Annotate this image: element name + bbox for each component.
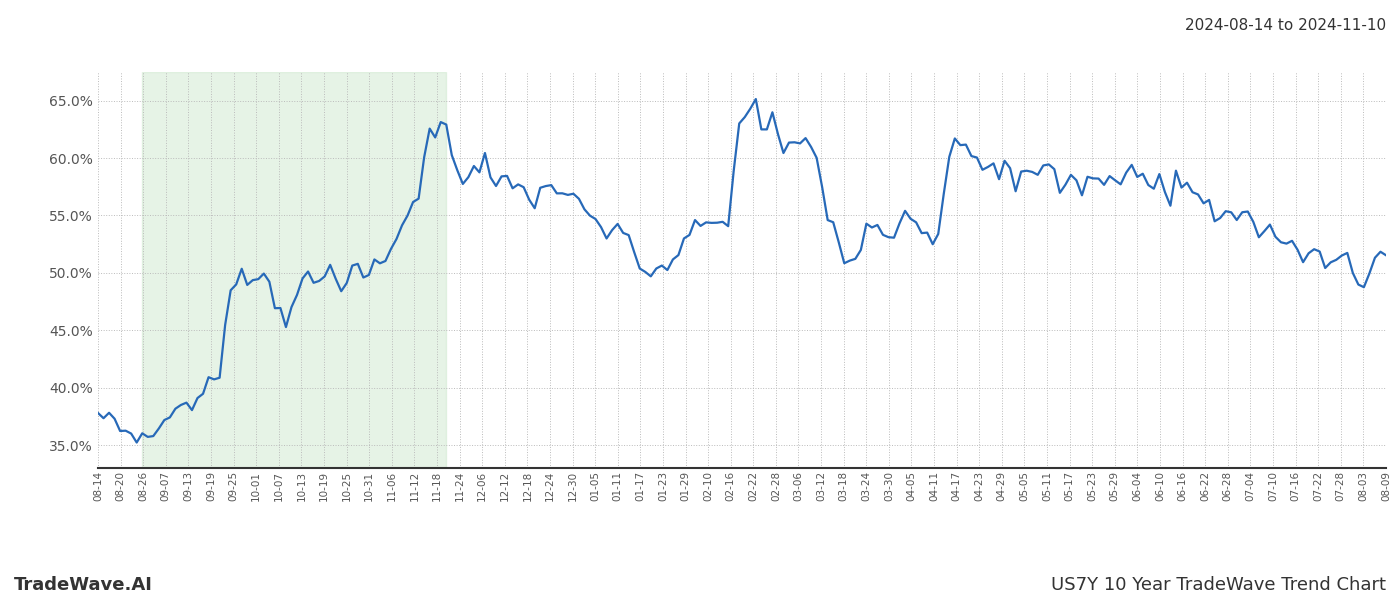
Text: 2024-08-14 to 2024-11-10: 2024-08-14 to 2024-11-10 — [1184, 18, 1386, 33]
Bar — [143, 72, 447, 468]
Text: TradeWave.AI: TradeWave.AI — [14, 576, 153, 594]
Text: US7Y 10 Year TradeWave Trend Chart: US7Y 10 Year TradeWave Trend Chart — [1051, 576, 1386, 594]
